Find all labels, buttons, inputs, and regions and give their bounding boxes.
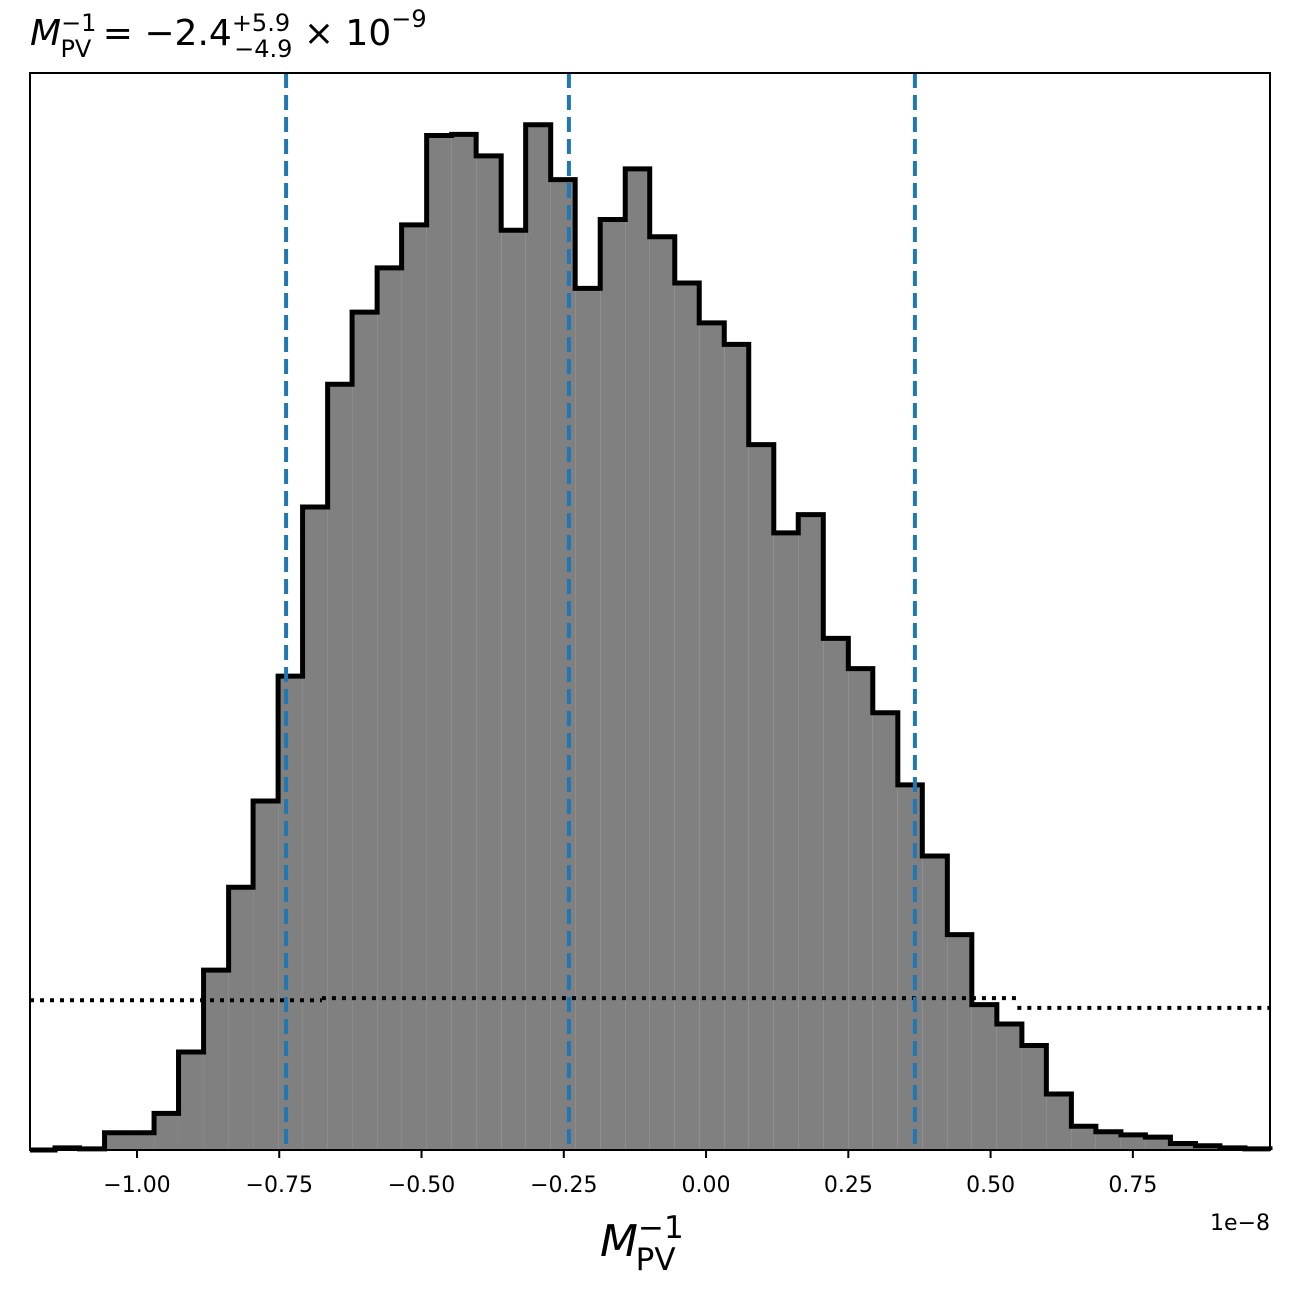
bar [426,135,452,1150]
bar [401,224,427,1150]
bar [872,712,898,1150]
bar [1095,1131,1121,1150]
bar [649,236,675,1151]
bar [129,1132,155,1150]
offset-text: 1e−8 [1210,1211,1270,1236]
x-tick-label: 0.00 [682,1173,731,1198]
bar [1120,1134,1146,1150]
bar [1071,1126,1096,1150]
bar [848,668,873,1150]
bar [1170,1143,1196,1150]
x-tick-label: 0.75 [1108,1173,1157,1198]
bar [1145,1137,1171,1150]
x-axis-label: M−1 PV [600,1210,684,1278]
bar [203,970,229,1150]
chart-title: M−1 PV = −2.4+5.9 −4.9 × 10−9 [30,5,427,63]
bar [352,312,378,1150]
bar [1046,1093,1072,1150]
bar [154,1113,179,1150]
x-tick-label: 0.25 [824,1173,873,1198]
bar [377,267,402,1150]
x-tick-label: −1.00 [103,1173,170,1198]
x-tick-label: −0.25 [530,1173,597,1198]
bar [947,934,972,1150]
x-tick-label: −0.50 [388,1173,455,1198]
bar [773,532,799,1150]
bar [897,784,923,1150]
bar [476,155,502,1150]
bar [600,219,626,1151]
bar [1021,1045,1047,1150]
bar [302,507,328,1150]
bar [823,638,849,1150]
bar [699,322,725,1150]
bar [451,134,477,1150]
bar [724,344,749,1150]
histogram-outline [30,122,1273,1153]
bar [625,168,650,1150]
x-tick-label: −0.75 [246,1173,313,1198]
bar [971,1004,997,1150]
bar [996,1023,1022,1150]
bar [278,676,303,1150]
plot-frame [29,72,1271,1151]
bar [525,124,551,1150]
bar [228,887,254,1150]
bar [104,1132,130,1150]
bar [550,179,576,1151]
bar [178,1051,204,1150]
bar [674,283,700,1150]
bar [501,230,526,1150]
bar [798,514,824,1150]
x-tick-label: 0.50 [966,1173,1015,1198]
bar [922,855,948,1150]
bar [327,384,353,1150]
bar [748,444,774,1150]
bar [253,801,279,1150]
bar [575,288,601,1150]
